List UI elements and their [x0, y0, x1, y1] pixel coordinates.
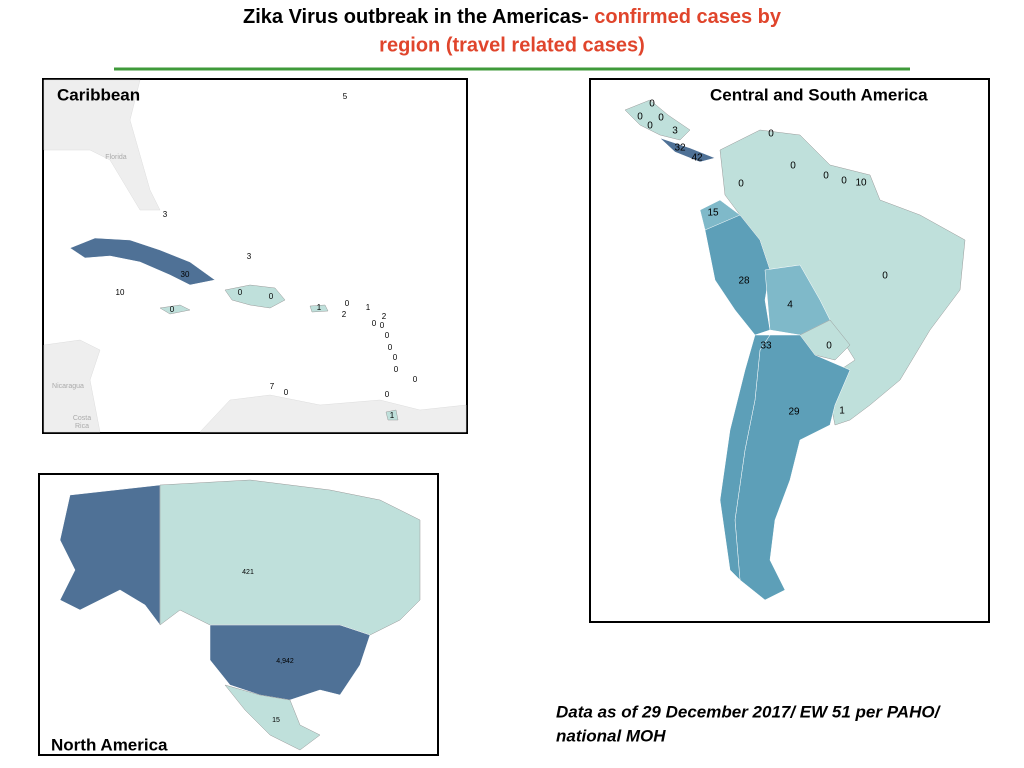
hispaniola: [224, 284, 286, 309]
puerto-rico: [309, 304, 329, 313]
case-count: 0: [345, 299, 350, 308]
panel-title: Caribbean: [57, 85, 140, 104]
title-red: confirmed cases by: [594, 6, 782, 28]
title-black: Zika Virus outbreak in the Americas-: [243, 6, 589, 28]
case-count: 0: [380, 321, 385, 330]
case-count: 0: [658, 113, 664, 124]
case-count: 10: [855, 178, 867, 189]
case-count: 1: [839, 406, 845, 417]
title-line2: region (travel related cases): [379, 34, 645, 56]
case-count: 15: [707, 208, 719, 219]
central-america: [624, 99, 691, 141]
case-count: 1: [366, 303, 371, 312]
jamaica: [159, 304, 191, 315]
footnote: Data as of 29 December 2017/ EW 51 per P…: [556, 702, 942, 721]
case-count: 0: [388, 343, 393, 352]
peru: [704, 214, 771, 336]
case-count: 2: [342, 310, 347, 319]
case-count: 3: [672, 126, 678, 137]
case-count: 0: [841, 176, 847, 187]
case-count: 0: [882, 271, 888, 282]
base-label: Rica: [75, 423, 89, 430]
case-count: 0: [768, 129, 774, 140]
case-count: 4: [787, 300, 793, 311]
case-count: 0: [269, 292, 274, 301]
case-count: 29: [788, 407, 800, 418]
usa: [209, 624, 371, 701]
case-count: 0: [372, 319, 377, 328]
case-count: 421: [242, 569, 254, 576]
case-count: 0: [385, 390, 390, 399]
land: [43, 79, 161, 211]
case-count: 0: [647, 121, 653, 132]
canada: [159, 479, 421, 636]
case-count: 3: [163, 210, 168, 219]
case-count: 0: [393, 353, 398, 362]
case-count: 1: [390, 411, 395, 420]
case-count: 0: [284, 388, 289, 397]
case-count: 0: [170, 305, 175, 314]
case-count: 0: [738, 179, 744, 190]
case-count: 3: [247, 252, 252, 261]
case-count: 4,942: [276, 658, 294, 665]
case-count: 15: [272, 717, 280, 724]
case-count: 0: [823, 171, 829, 182]
trinidad: [385, 409, 399, 421]
case-count: 0: [826, 341, 832, 352]
north-panel: North America 421 4,942 15: [38, 473, 439, 756]
case-count: 0: [790, 161, 796, 172]
caribbean-panel: Caribbean Florida Nicaragua Costa Rica 5…: [42, 78, 468, 434]
land: [199, 394, 467, 433]
costa-rica-panama: [659, 137, 716, 163]
case-count: 2: [382, 312, 387, 321]
land: [43, 339, 101, 433]
base-label: Nicaragua: [52, 383, 84, 390]
case-count: 5: [343, 92, 348, 101]
case-count: 1: [317, 303, 322, 312]
cuba: [69, 237, 216, 286]
panel-title: Central and South America: [710, 85, 928, 104]
base-label: Costa: [73, 415, 91, 422]
case-count: 7: [270, 382, 275, 391]
case-count: 30: [181, 270, 190, 279]
case-count: 0: [394, 365, 399, 374]
case-count: 0: [385, 331, 390, 340]
case-count: 0: [238, 288, 243, 297]
panel-title: North America: [51, 735, 168, 754]
case-count: 42: [691, 153, 703, 164]
title-line1: Zika Virus outbreak in the Americas- con…: [243, 6, 782, 28]
mexico: [224, 684, 321, 751]
case-count: 28: [738, 276, 750, 287]
case-count: 0: [649, 99, 655, 110]
case-count: 0: [637, 112, 643, 123]
chile: [719, 334, 771, 581]
case-count: 10: [116, 288, 125, 297]
base-label: Florida: [105, 154, 127, 161]
footnote: national MOH: [556, 726, 666, 745]
case-count: 32: [674, 143, 686, 154]
case-count: 33: [760, 341, 772, 352]
case-count: 0: [413, 375, 418, 384]
